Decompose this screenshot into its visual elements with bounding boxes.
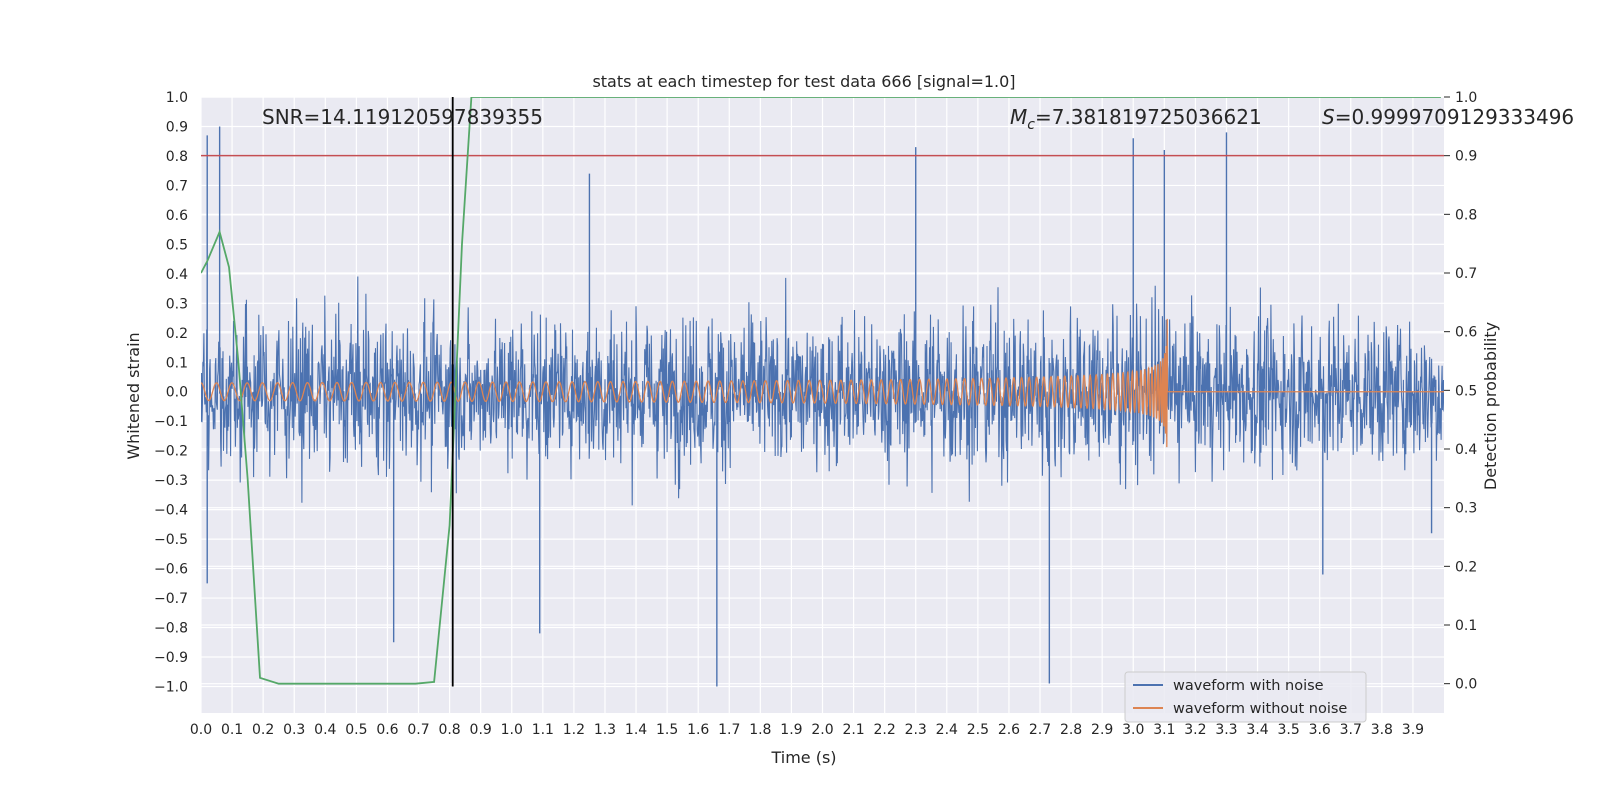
x-tick-label: 0.3 — [283, 722, 305, 738]
y-left-tick-label: −0.2 — [154, 444, 188, 460]
x-tick-label: 0.0 — [190, 722, 212, 738]
y-right-tick-label: 0.0 — [1455, 677, 1477, 693]
chirp-mass-subscript: c — [1027, 117, 1035, 133]
x-tick-label: 0.4 — [314, 722, 336, 738]
x-tick-label: 0.8 — [438, 722, 460, 738]
x-tick-label: 1.0 — [501, 722, 523, 738]
y-axis-right-ticks: 1.0 0.9 0.8 0.7 0.6 0.5 0.4 0.3 0.2 0.1 0.0 — [1444, 90, 1477, 693]
series-layer — [201, 97, 1444, 687]
y-left-tick-label: 1.0 — [166, 90, 188, 106]
score-symbol: S — [1322, 105, 1335, 129]
x-tick-label: 3.9 — [1402, 722, 1424, 738]
x-tick-label: 3.1 — [1153, 722, 1175, 738]
y-left-tick-label: −0.9 — [154, 650, 188, 666]
chart-title: stats at each timestep for test data 666… — [592, 72, 1015, 91]
x-tick-label: 2.4 — [936, 722, 958, 738]
x-tick-label: 2.6 — [998, 722, 1020, 738]
y-left-tick-label: −0.7 — [154, 591, 188, 607]
x-tick-label: 3.3 — [1215, 722, 1237, 738]
y-right-tick-label: 1.0 — [1455, 90, 1477, 106]
y-left-tick-label: 0.3 — [166, 296, 188, 312]
legend-label-noise: waveform with noise — [1173, 678, 1324, 694]
x-tick-label: 1.2 — [563, 722, 585, 738]
legend: waveform with noise waveform without noi… — [1124, 671, 1367, 723]
y-right-tick-label: 0.4 — [1455, 442, 1477, 458]
chirp-mass-value: =7.381819725036621 — [1035, 105, 1262, 129]
x-tick-label: 0.1 — [221, 722, 243, 738]
y-left-tick-label: 0.4 — [166, 267, 188, 283]
snr-score-annotation: S=0.9999709129333496 — [1322, 105, 1574, 129]
y-left-tick-label: 0.2 — [166, 326, 188, 342]
x-axis-ticks: 0.0 0.1 0.2 0.3 0.4 0.5 0.6 0.7 0.8 0.9 1.0 1.1 1.2 1… — [190, 722, 1424, 738]
x-tick-label: 1.5 — [656, 722, 678, 738]
legend-box — [1124, 671, 1367, 723]
chirp-mass-annotation: Mc=7.381819725036621 — [1010, 105, 1262, 133]
x-tick-label: 1.3 — [594, 722, 616, 738]
y-right-tick-label: 0.1 — [1455, 618, 1477, 634]
y-right-tick-label: 0.6 — [1455, 325, 1477, 341]
y-axis-left-label: Whitened strain — [124, 332, 143, 459]
y-left-tick-label: −0.4 — [154, 503, 188, 519]
x-tick-label: 1.7 — [718, 722, 740, 738]
y-left-tick-label: −1.0 — [154, 679, 188, 695]
y-left-tick-label: 0.5 — [166, 237, 188, 253]
y-axis-left-ticks: 1.0 0.9 0.8 0.7 0.6 0.5 0.4 0.3 0.2 0.1 0.0 −0.1 −0.… — [154, 90, 188, 695]
series-line-detection-probability — [201, 97, 1441, 685]
x-tick-label: 0.6 — [376, 722, 398, 738]
y-left-tick-label: −0.1 — [154, 414, 188, 430]
y-left-tick-label: −0.3 — [154, 473, 188, 489]
y-right-tick-label: 0.3 — [1455, 501, 1477, 517]
x-tick-label: 1.1 — [532, 722, 554, 738]
x-tick-label: 1.4 — [625, 722, 647, 738]
legend-label-clean: waveform without noise — [1173, 701, 1347, 717]
x-tick-label: 0.7 — [407, 722, 429, 738]
y-left-tick-label: 0.0 — [166, 385, 188, 401]
x-tick-label: 2.1 — [842, 722, 864, 738]
y-left-tick-label: −0.6 — [154, 562, 188, 578]
x-tick-label: 3.7 — [1340, 722, 1362, 738]
x-tick-label: 3.0 — [1122, 722, 1144, 738]
chirp-mass-symbol: M — [1010, 105, 1027, 129]
y-right-tick-label: 0.9 — [1455, 149, 1477, 165]
x-tick-label: 0.5 — [345, 722, 367, 738]
y-right-tick-label: 0.5 — [1455, 383, 1477, 399]
x-tick-label: 2.0 — [811, 722, 833, 738]
x-axis-label: Time (s) — [770, 748, 836, 767]
x-tick-label: 1.9 — [780, 722, 802, 738]
x-tick-label: 3.5 — [1277, 722, 1299, 738]
x-tick-label: 0.2 — [252, 722, 274, 738]
x-tick-label: 2.7 — [1029, 722, 1051, 738]
x-tick-label: 2.2 — [874, 722, 896, 738]
x-tick-label: 2.5 — [967, 722, 989, 738]
y-right-tick-label: 0.2 — [1455, 559, 1477, 575]
x-tick-label: 0.9 — [470, 722, 492, 738]
y-left-tick-label: 0.7 — [166, 178, 188, 194]
x-tick-label: 3.2 — [1184, 722, 1206, 738]
y-right-tick-label: 0.7 — [1455, 266, 1477, 282]
x-tick-label: 2.8 — [1060, 722, 1082, 738]
x-tick-label: 2.3 — [905, 722, 927, 738]
y-left-tick-label: 0.9 — [166, 119, 188, 135]
x-tick-label: 3.8 — [1371, 722, 1393, 738]
x-tick-label: 1.6 — [687, 722, 709, 738]
y-axis-right-label: Detection probability — [1481, 322, 1500, 490]
snr-annotation: SNR=14.119120597839355 — [262, 105, 543, 129]
y-left-tick-label: 0.6 — [166, 208, 188, 224]
y-left-tick-label: −0.8 — [154, 621, 188, 637]
x-tick-label: 3.4 — [1246, 722, 1268, 738]
y-left-tick-label: 0.8 — [166, 149, 188, 165]
score-value: =0.9999709129333496 — [1335, 105, 1574, 129]
y-left-tick-label: −0.5 — [154, 532, 188, 548]
y-left-tick-label: 0.1 — [166, 355, 188, 371]
x-tick-label: 1.8 — [749, 722, 771, 738]
y-right-tick-label: 0.8 — [1455, 207, 1477, 223]
x-tick-label: 2.9 — [1091, 722, 1113, 738]
x-tick-label: 3.6 — [1309, 722, 1331, 738]
series-line-waveform-without-noise — [201, 318, 1444, 448]
